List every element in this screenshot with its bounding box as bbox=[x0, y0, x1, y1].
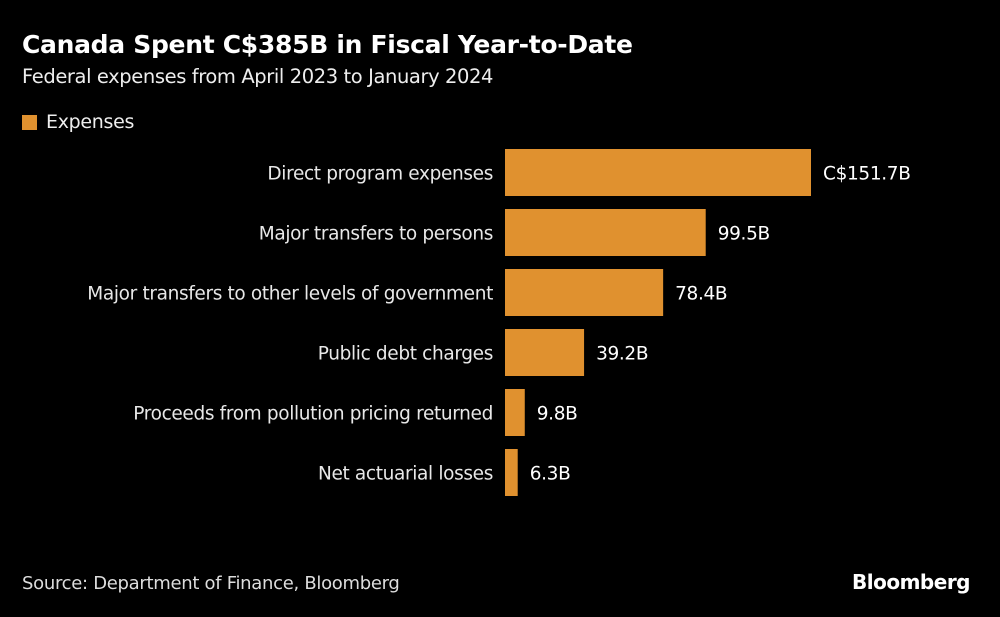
legend-swatch bbox=[22, 114, 37, 130]
chart-title: Canada Spent C$385B in Fiscal Year-to-Da… bbox=[22, 30, 633, 59]
legend: Expenses bbox=[22, 111, 134, 133]
bloomberg-logo: Bloomberg bbox=[852, 570, 970, 594]
data-label: C$151.7B bbox=[823, 164, 911, 185]
data-label: 78.4B bbox=[675, 284, 727, 305]
category-label: Public debt charges bbox=[318, 344, 493, 365]
category-label: Major transfers to persons bbox=[259, 224, 493, 245]
data-label: 6.3B bbox=[530, 464, 571, 485]
bar bbox=[505, 389, 525, 436]
data-label: 9.8B bbox=[537, 404, 578, 425]
chart-subtitle: Federal expenses from April 2023 to Janu… bbox=[22, 65, 494, 88]
bar bbox=[505, 329, 585, 376]
data-label: 39.2B bbox=[596, 344, 648, 365]
bar bbox=[505, 269, 664, 316]
bar bbox=[505, 449, 518, 496]
legend-label: Expenses bbox=[46, 111, 135, 133]
category-label: Proceeds from pollution pricing returned bbox=[133, 404, 493, 425]
category-label: Net actuarial losses bbox=[318, 464, 493, 485]
bar bbox=[505, 149, 811, 196]
source-note: Source: Department of Finance, Bloomberg bbox=[22, 573, 400, 594]
category-label: Direct program expenses bbox=[267, 164, 493, 185]
bar bbox=[505, 209, 706, 256]
category-label: Major transfers to other levels of gover… bbox=[87, 284, 493, 305]
data-label: 99.5B bbox=[718, 224, 770, 245]
